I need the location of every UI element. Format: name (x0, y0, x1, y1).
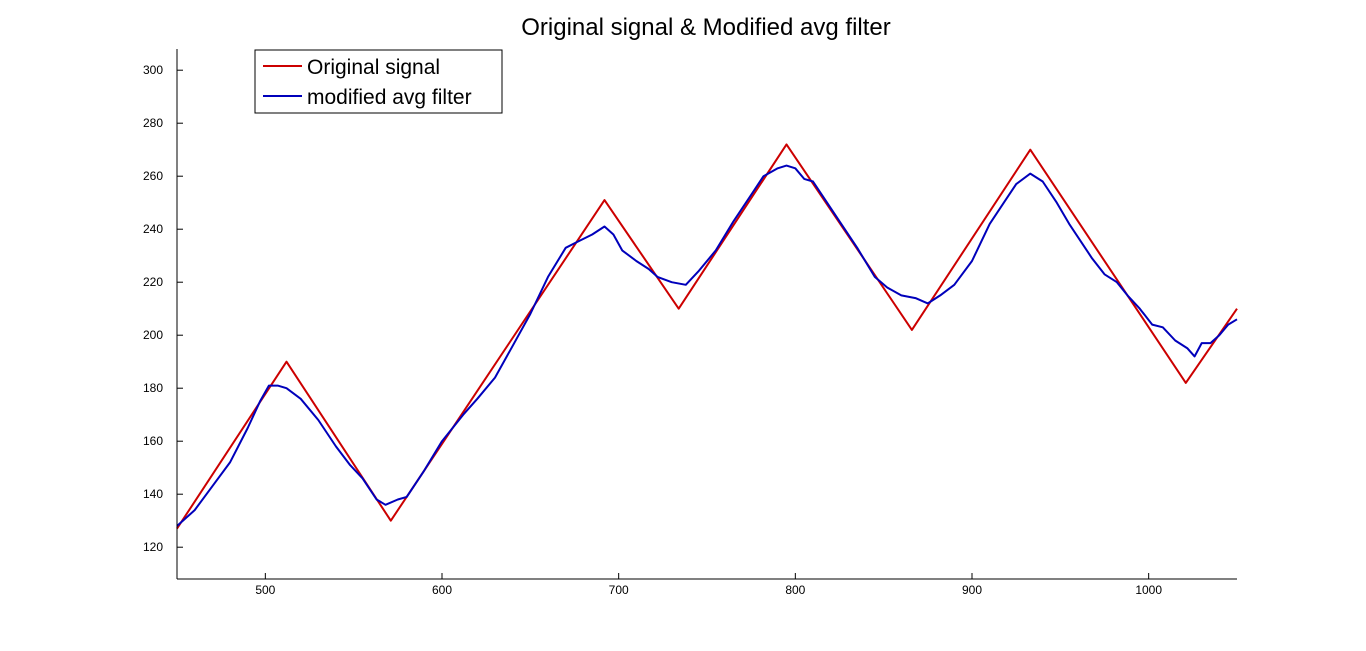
y-tick-label: 120 (143, 540, 163, 554)
y-tick-label: 300 (143, 63, 163, 77)
x-tick-label: 900 (962, 583, 982, 597)
ticks: 500 600 700 800 900 1000 120 140 160 180 200 220 240… (143, 63, 1162, 597)
y-tick-label: 220 (143, 275, 163, 289)
x-tick-label: 700 (609, 583, 629, 597)
series-layer (176, 143, 1238, 530)
x-tick-label: 800 (785, 583, 805, 597)
y-tick-label: 160 (143, 434, 163, 448)
axes (176, 49, 1237, 580)
legend-label-original-signal: Original signal (307, 56, 440, 79)
x-tick-label: 600 (432, 583, 452, 597)
y-tick-label: 280 (143, 116, 163, 130)
legend-label-modified-avg-filter: modified avg filter (307, 86, 472, 109)
y-tick-label: 180 (143, 381, 163, 395)
series-line-original-signal (176, 143, 1238, 530)
chart-title: Original signal & Modified avg filter (521, 14, 891, 41)
y-tick-label: 200 (143, 328, 163, 342)
y-tick-label: 260 (143, 169, 163, 183)
legend-box (254, 49, 503, 114)
legend: Original signal modified avg filter (254, 49, 503, 114)
series-line-modified-avg-filter (176, 164, 1238, 527)
y-tick-label: 140 (143, 487, 163, 501)
x-tick-label: 1000 (1135, 583, 1162, 597)
y-tick-label: 240 (143, 222, 163, 236)
x-tick-label: 500 (255, 583, 275, 597)
